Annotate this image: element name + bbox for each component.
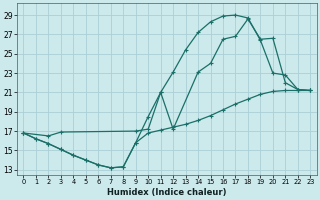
X-axis label: Humidex (Indice chaleur): Humidex (Indice chaleur)	[107, 188, 227, 197]
